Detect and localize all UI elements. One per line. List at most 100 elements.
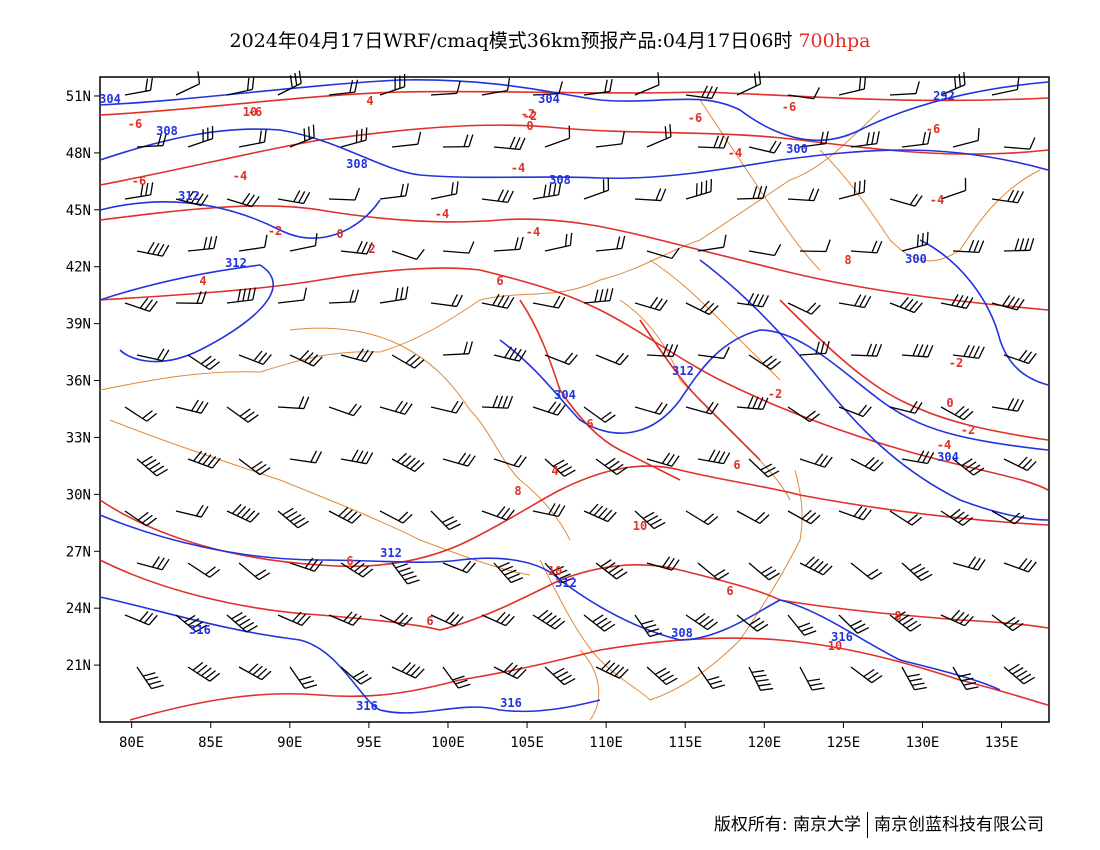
temperature-contour-label: -6 [128,117,142,131]
wind-barb [787,302,821,315]
wind-barb [277,507,310,529]
wind-barb [748,562,780,581]
wind-barb [634,510,666,530]
wind-barb [736,510,770,524]
wind-barb [685,85,718,100]
wind-barb [646,124,672,148]
temperature-contour-label: 8 [514,484,521,498]
height-contour-label: 312 [672,364,694,378]
wind-barb [493,454,527,468]
wind-barb [328,506,362,524]
wind-barb [736,185,768,200]
wind-barb [1003,137,1036,150]
temperature-contour-label: 6 [496,274,503,288]
temperature-contour-label: 10 [633,519,647,533]
wind-barb [289,666,318,689]
wind-barb [226,611,258,633]
wind-barb [838,506,872,521]
wind-barb [1003,238,1035,252]
temperature-contour-label: 2 [368,242,375,256]
wind-barb [277,190,311,205]
temperature-contour-label: -4 [511,161,525,175]
wind-barb [685,510,719,526]
wind-barb [481,293,515,309]
wind-barb [544,666,576,686]
wind-barb [991,398,1025,412]
temperature-contour-label: -2 [961,423,975,437]
temperature-contour-label: -2 [768,387,782,401]
wind-barb [583,79,613,96]
title-main: 2024年04月17日WRF/cmaq模式36km预报产品:04月17日06时 [229,30,793,52]
wind-barb [1003,558,1037,573]
wind-barb [481,189,514,204]
wind-barb [838,294,872,309]
temperature-contour-label: -4 [930,193,944,207]
temperature-contour-label: 8 [894,609,901,623]
wind-barb [838,614,870,634]
wind-barb [850,131,880,148]
wind-barb [799,453,833,468]
wind-barb [748,244,782,257]
wind-barb [328,289,360,304]
wind-barb [442,560,476,574]
y-tick-label: 36N [66,374,91,390]
wind-barb [850,240,883,254]
height-contour-label: 304 [538,92,560,106]
wind-barb [583,288,614,304]
wind-barb [277,396,310,410]
wind-barb [391,248,425,260]
temperature-contour-label: 10 [243,105,257,119]
height-contour-label: 304 [99,92,121,106]
wind-barb [850,457,884,472]
height-contour-label: 312 [225,256,247,270]
y-tick-label: 42N [66,260,91,276]
temperature-contour-label: 0 [336,227,343,241]
height-contour-label: 308 [156,124,178,138]
wind-barb [532,182,562,200]
wind-barb [901,666,928,691]
wind-barb [952,239,985,254]
height-contour-label: 300 [786,142,808,156]
wind-barb [226,76,255,96]
temperature-contour-label: 10 [828,639,842,653]
wind-barb [124,182,154,200]
height-contour-label: 316 [189,623,211,637]
temperature-contour-label: -6 [132,174,146,188]
wind-barb [238,458,271,476]
height-contour-label: 312 [380,546,402,560]
wind-barb [901,131,931,148]
height-contour-label: 304 [937,450,959,464]
wind-barb [340,666,372,685]
x-tick-label: 100E [431,735,465,751]
wind-barb [238,129,267,148]
wind-barb [379,510,413,524]
wind-barb [430,80,461,96]
wind-barb [697,234,727,252]
wind-barb [736,293,770,308]
wind-barb [697,346,730,360]
wind-barb [175,291,207,304]
wind-barb [991,295,1025,311]
wind-barb [430,611,464,627]
x-tick-label: 110E [589,735,623,751]
wind-barb [238,562,271,581]
wind-barb [187,562,221,578]
wind-barb [799,239,831,253]
wind-barb [583,614,616,632]
wind-barb [544,232,573,252]
wind-barb [1003,456,1037,472]
x-tick-label: 120E [747,735,781,751]
temperature-contour-label: -4 [937,438,951,452]
wind-barb [379,612,413,627]
wind-barb [697,135,730,149]
wind-barb [481,506,515,521]
wind-barb [493,662,527,680]
wind-barb [991,614,1024,632]
wind-barb [136,556,170,571]
wind-barb [901,562,933,582]
temperature-contour-label: 8 [844,253,851,267]
wind-barb [940,609,974,627]
wind-barb [634,402,668,415]
wind-barb [634,188,667,202]
temperature-labels: 4-20-6-6-6 -4-2 0-42-4-44 6648106106-68-2-4… [128,94,975,653]
